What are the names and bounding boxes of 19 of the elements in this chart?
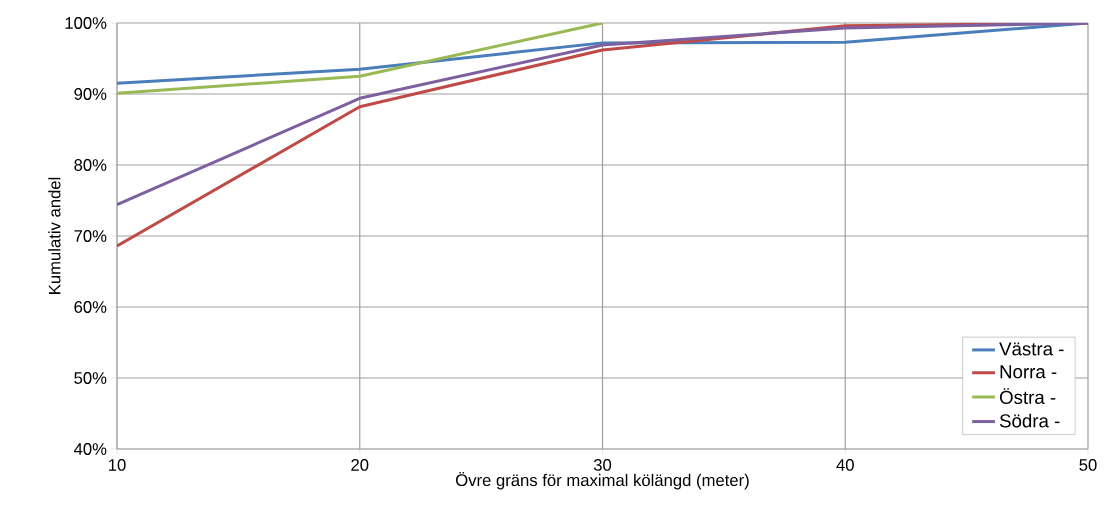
legend-label: Västra -: [999, 342, 1064, 356]
x-tick-label: 30: [593, 459, 612, 471]
x-tick-label: 20: [351, 459, 369, 471]
line-series: [117, 23, 1088, 207]
y-tick-label: 60%: [74, 301, 107, 313]
x-tick-label: 50: [1079, 459, 1097, 471]
x-axis-title: Övre gräns för maximal kölängd (meter): [456, 471, 749, 490]
y-tick-label: 80%: [74, 159, 107, 171]
y-tick-label: 40%: [73, 443, 107, 455]
legend-label: Norra -: [1000, 365, 1057, 379]
y-tick-label: 70%: [74, 230, 107, 242]
y-axis-title: Kumulativ andel: [48, 177, 61, 294]
legend-label: Östra -: [999, 388, 1056, 404]
x-tick-label: 40: [836, 459, 854, 471]
legend-label: Södra -: [999, 413, 1060, 428]
x-tick-label: 10: [109, 459, 126, 471]
y-tick-label: 50%: [74, 372, 107, 384]
y-tick-label: 90%: [74, 88, 107, 100]
y-tick-label: 100%: [65, 17, 107, 29]
